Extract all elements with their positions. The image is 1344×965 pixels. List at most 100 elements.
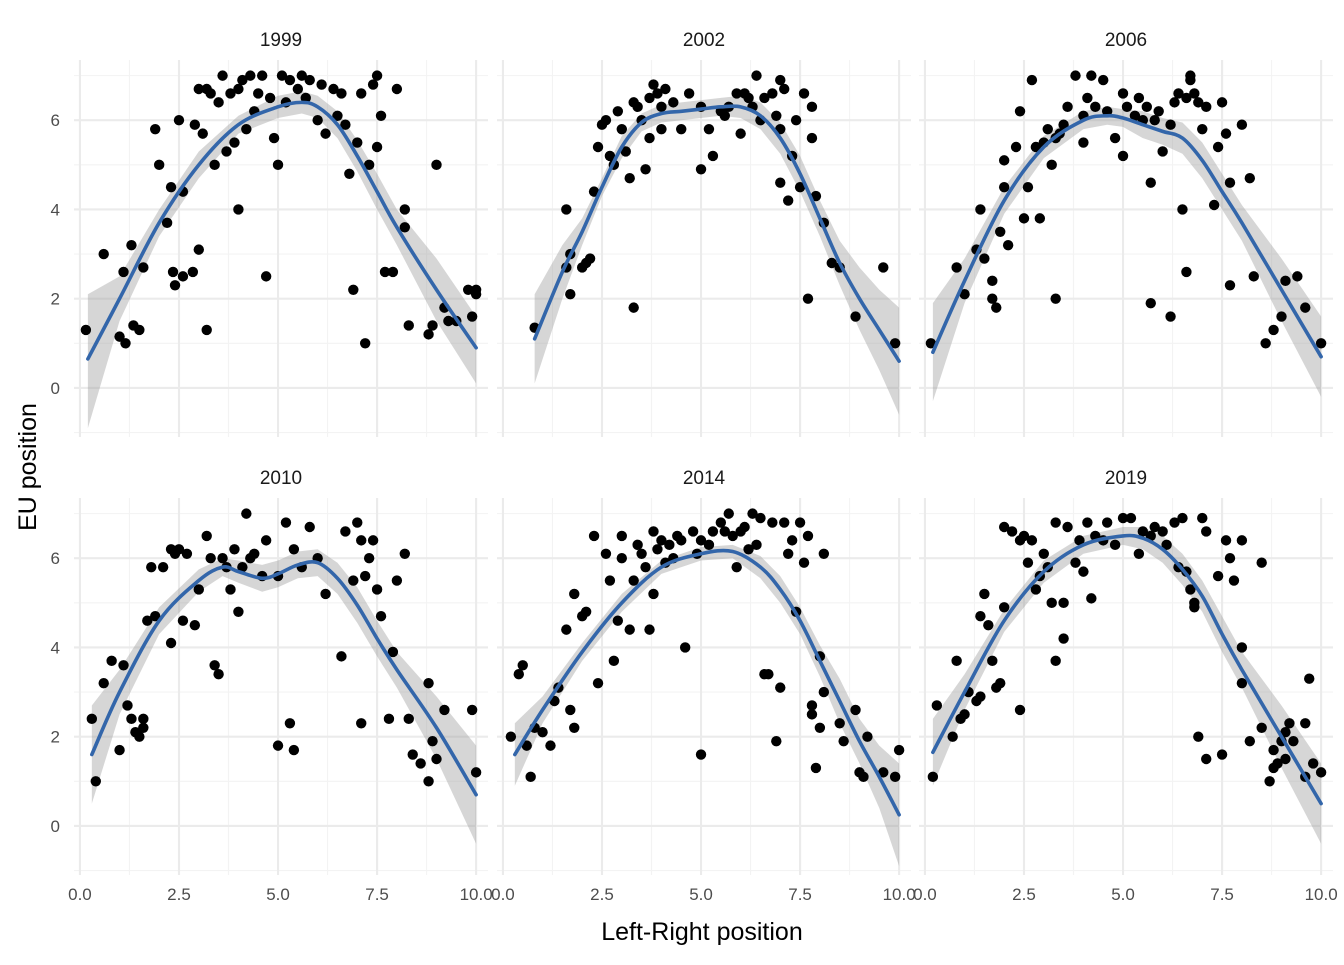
data-point [356,535,367,546]
data-point [1022,181,1034,193]
data-point [462,284,474,295]
data-point [743,544,754,555]
data-point [1185,584,1196,595]
smooth-line [513,548,901,817]
data-point [719,526,730,537]
data-point [1070,557,1081,568]
data-point [1216,97,1228,108]
data-point [794,181,806,193]
data-point [1058,597,1069,609]
data-point [1268,324,1279,336]
data-point [157,561,169,573]
data-point [878,767,889,778]
data-point [818,686,830,698]
data-point [260,535,272,546]
data-point [1272,758,1283,769]
data-point [751,539,762,551]
panel-2010: 2010 0 2 4 6 0.0 2.5 5.0 7.5 10.0 [51,468,493,904]
data-point [1014,704,1026,716]
data-point [786,535,798,546]
y-axis-title: EU position [14,403,42,531]
data-point [213,669,224,680]
data-point [1101,106,1113,117]
data-point [612,106,624,117]
data-point [118,660,129,671]
data-point [146,561,157,573]
data-point [233,83,244,95]
data-point [695,535,707,546]
data-point [356,88,367,99]
data-point [193,584,204,595]
data-point [114,744,125,756]
data-point [173,544,185,555]
data-point [371,141,383,153]
data-point [340,526,351,537]
data-point [217,70,228,81]
data-point [1042,123,1053,135]
data-point [975,204,986,215]
data-point [217,553,228,564]
data-point [616,530,627,542]
data-point [1026,74,1038,86]
x-tick-label: 2.5 [590,885,614,904]
data-point [1307,758,1319,769]
smooth-line [532,104,901,363]
data-point [608,655,620,667]
data-point [1137,526,1149,537]
data-point [931,700,943,711]
data-point [648,526,659,537]
data-point [229,544,240,555]
data-point [644,132,655,144]
data-point [245,70,256,81]
y-tick-label: 4 [51,200,60,219]
data-point [423,677,434,689]
data-point [683,88,695,99]
data-point [1030,584,1042,595]
data-point [1244,173,1256,184]
data-point [632,539,643,551]
data-point [1315,338,1327,349]
data-point [1062,101,1073,113]
data-point [569,588,580,600]
panel-title: 1999 [260,30,302,51]
data-point [225,88,236,99]
y-tick-label: 0 [51,817,60,836]
data-point [1300,718,1311,729]
data-point [363,553,375,564]
data-point [1161,539,1172,551]
data-point [1220,128,1232,139]
data-point [165,181,177,193]
data-point [951,262,962,273]
data-point [676,535,687,546]
data-point [106,655,117,667]
data-point [569,722,580,733]
data-point [272,740,284,751]
data-point [1082,517,1093,528]
data-point [470,289,482,300]
smooth-line [931,533,1323,806]
panel-2006: 2006 [919,30,1333,437]
data-point [439,704,450,716]
data-point [272,159,284,171]
data-point [1224,177,1236,188]
data-point [1315,767,1327,778]
data-point [782,195,794,206]
data-point [505,731,517,742]
confidence-band [932,106,1322,402]
data-point [1145,177,1156,188]
data-point [316,79,327,90]
data-point [383,713,395,725]
data-point [403,320,414,331]
data-point [727,530,738,542]
data-point [1038,548,1049,559]
data-point [1216,749,1228,760]
data-point [320,588,331,600]
data-point [1193,731,1204,742]
panel-title: 2006 [1105,30,1147,51]
data-point [794,517,806,528]
data-point [983,619,994,631]
data-point [616,553,627,564]
data-point [356,718,367,729]
data-point [423,776,434,787]
